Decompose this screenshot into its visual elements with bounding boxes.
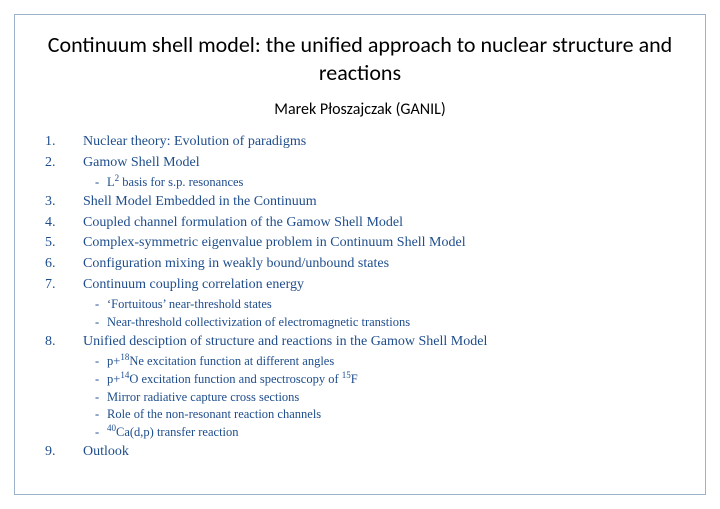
outline-item-label: Unified desciption of structure and reac… (83, 334, 487, 349)
slide-page: Continuum shell model: the unified appro… (0, 0, 720, 509)
outline-item-9: Outlook (39, 443, 681, 462)
outline-item-label: Shell Model Embedded in the Continuum (83, 194, 317, 209)
slide-title: Continuum shell model: the unified appro… (39, 31, 681, 86)
outline-item-label: Coupled channel formulation of the Gamow… (83, 215, 403, 230)
outline-item-label: Continuum coupling correlation energy (83, 277, 304, 292)
outline-sub-item: ‘Fortuitous’ near-threshold states (95, 296, 681, 313)
outline-sub-item: p+14O excitation function and spectrosco… (95, 371, 681, 388)
outline-list: Nuclear theory: Evolution of paradigms Ga… (39, 133, 681, 462)
outline-item-1: Nuclear theory: Evolution of paradigms (39, 133, 681, 152)
outline-sub-item: Near-threshold collectivization of elect… (95, 314, 681, 331)
outline-item-label: Complex-symmetric eigenvalue problem in … (83, 235, 466, 250)
outline-sub-list-7: ‘Fortuitous’ near-threshold statesNear-t… (83, 296, 681, 331)
outline-item-3: Shell Model Embedded in the Continuum (39, 193, 681, 212)
outline-sub-item: 40Ca(d,p) transfer reaction (95, 424, 681, 441)
outline-item-7: Continuum coupling correlation energy ‘Fo… (39, 276, 681, 331)
outline-sub-list-8: p+18Ne excitation function at different … (83, 353, 681, 441)
slide-frame: Continuum shell model: the unified appro… (14, 14, 706, 495)
outline-sub-item: Mirror radiative capture cross sections (95, 389, 681, 406)
outline-item-5: Complex-symmetric eigenvalue problem in … (39, 234, 681, 253)
outline-sub-item: Role of the non-resonant reaction channe… (95, 406, 681, 423)
slide-author: Marek Płoszajczak (GANIL) (39, 100, 681, 119)
outline-item-4: Coupled channel formulation of the Gamow… (39, 214, 681, 233)
outline-item-2: Gamow Shell Model L2 basis for s.p. reson… (39, 154, 681, 191)
outline-sub-item: p+18Ne excitation function at different … (95, 353, 681, 370)
outline-item-6: Configuration mixing in weakly bound/unb… (39, 255, 681, 274)
outline-item-label: Outlook (83, 444, 129, 459)
outline-item-label: Configuration mixing in weakly bound/unb… (83, 256, 389, 271)
outline-item-8: Unified desciption of structure and reac… (39, 333, 681, 441)
outline-item-label: Gamow Shell Model (83, 155, 200, 170)
outline-sub-item: L2 basis for s.p. resonances (95, 174, 681, 191)
outline-sub-list-2: L2 basis for s.p. resonances (83, 174, 681, 191)
outline-item-label: Nuclear theory: Evolution of paradigms (83, 134, 306, 149)
